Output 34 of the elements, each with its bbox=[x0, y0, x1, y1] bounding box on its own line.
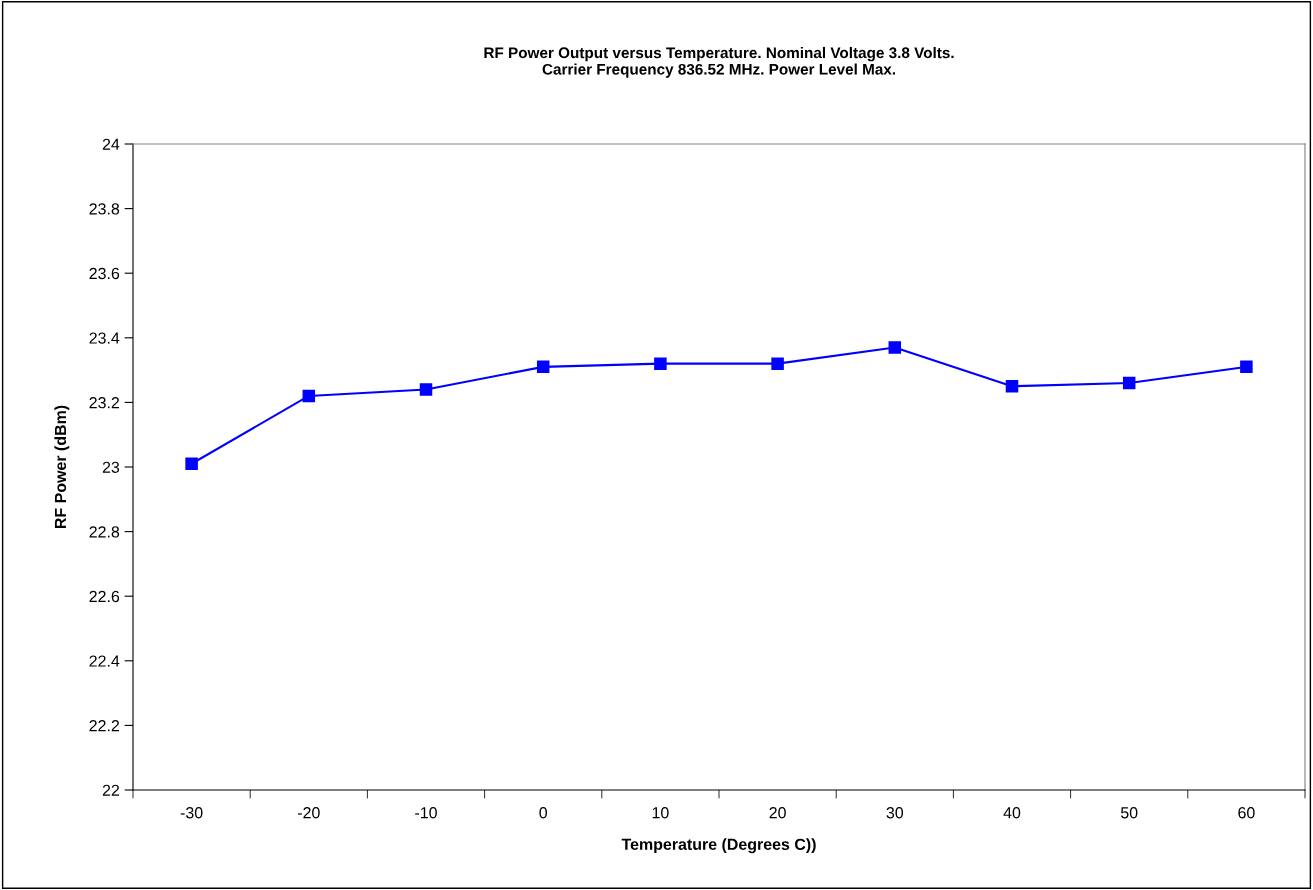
x-tick-label: 20 bbox=[769, 807, 786, 819]
y-tick-label: 22.2 bbox=[89, 720, 120, 732]
y-tick-label: 23 bbox=[102, 461, 120, 473]
x-tick-label: 60 bbox=[1238, 807, 1255, 819]
y-tick-label: 23.6 bbox=[89, 267, 120, 280]
y-tick-label: 23.2 bbox=[89, 397, 120, 409]
y-tick-label: 23.8 bbox=[89, 203, 120, 215]
point bbox=[1240, 360, 1253, 374]
point bbox=[185, 457, 198, 471]
x-tick-label: 0 bbox=[539, 807, 548, 819]
y-tick-label: 22.8 bbox=[89, 526, 120, 538]
x-axis-title: Temperature (Degrees C)) bbox=[621, 838, 816, 854]
x-tick-label: 30 bbox=[886, 807, 904, 819]
point bbox=[1005, 379, 1019, 393]
y-axis-title: RF Power (dBm) bbox=[54, 405, 70, 529]
point bbox=[536, 360, 550, 374]
x-tick-label: -20 bbox=[297, 807, 320, 819]
x-tick-label: 40 bbox=[1003, 807, 1021, 819]
y-tick-label: 23.4 bbox=[89, 332, 120, 344]
y-tick-label: 22.6 bbox=[89, 590, 120, 603]
y-tick-label: 22 bbox=[102, 784, 120, 796]
point bbox=[654, 357, 667, 370]
y-tick-label: 22.4 bbox=[89, 655, 120, 667]
point bbox=[888, 341, 902, 354]
chart-title: RF Power Output versus Temperature. Nominal Voltage 3.8 Volts. Carrier Frequency 836.52 MHz. Power Level Max. bbox=[484, 46, 954, 78]
x-tick-label: -30 bbox=[180, 807, 203, 819]
point bbox=[771, 357, 784, 370]
x-tick-label: -10 bbox=[415, 807, 437, 819]
point bbox=[419, 383, 433, 396]
x-tick-label: 50 bbox=[1120, 807, 1138, 819]
point bbox=[302, 389, 316, 403]
point bbox=[1122, 376, 1136, 390]
x-tick-label: 10 bbox=[652, 807, 669, 819]
y-tick-label: 24 bbox=[102, 138, 120, 150]
